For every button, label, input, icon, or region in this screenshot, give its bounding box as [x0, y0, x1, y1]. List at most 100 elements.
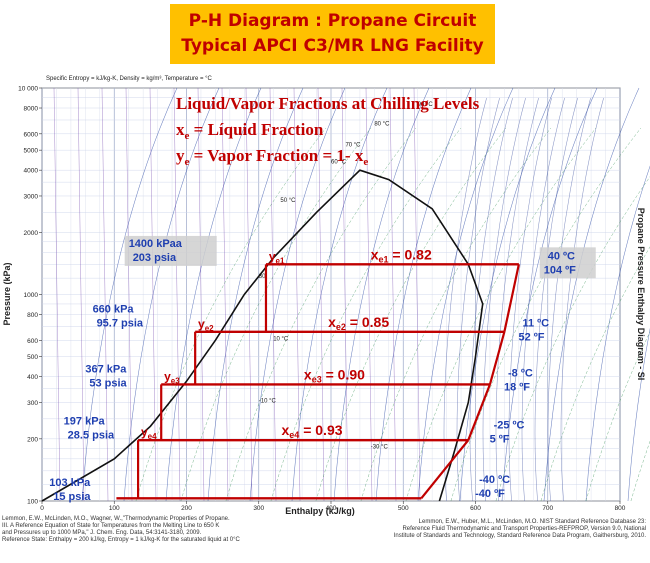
y-tick-label: 10 000 [18, 86, 38, 93]
temperature-label-c: -8 ºC [508, 368, 533, 380]
isotherm-vapor-line [482, 97, 526, 502]
pressure-label-psia: 15 psia [53, 491, 91, 503]
grid-lines [41, 87, 621, 502]
isotherm-liquid-line [221, 87, 229, 502]
source-right-line: Reference Fluid Thermodynamic and Transp… [402, 526, 646, 532]
pressure-label: 103 kPa [49, 477, 91, 489]
liquid-fraction-subscript: e2 [336, 322, 346, 332]
pressure-label: 660 kPa [93, 303, 135, 315]
liquid-fraction-label: xe3 = 0.90 [304, 366, 365, 384]
entropy-line [333, 87, 430, 502]
isotherm-vapor-line [456, 97, 500, 502]
entropy-line [501, 87, 598, 502]
isotherm-liquid-line [197, 87, 205, 502]
title-banner: P-H Diagram : Propane Circuit Typical AP… [170, 4, 495, 64]
isotherm-vapor-line [495, 97, 539, 502]
isotherm-liquid-line [293, 87, 301, 502]
density-line [585, 331, 650, 502]
source-left-line: Reference State: Enthalpy = 200 kJ/kg, E… [2, 537, 240, 543]
isotherm-liquid-line [317, 87, 325, 502]
entropy-line [81, 87, 178, 502]
y-tick-label: 8000 [24, 106, 39, 113]
liquid-fraction-symbol: x [282, 422, 290, 438]
y-tick-label: 3000 [24, 193, 39, 200]
ye-symbol: y [176, 146, 185, 165]
vapor-fraction-label: ye1 [269, 249, 285, 265]
isotherm-liquid-line [149, 87, 157, 502]
x-tick-label: 0 [40, 505, 44, 512]
axis-ticks: 1002003004005006008001000200030004000500… [18, 86, 626, 513]
temperature-label-c: 40 ºC [548, 250, 575, 262]
y-tick-label: 100 [27, 499, 38, 506]
isotherm-label: 50 °C [280, 198, 296, 204]
isotherm-label: -10 °C [259, 398, 277, 404]
isotherm-vapor-line [443, 97, 487, 502]
xe-subscript: e [185, 130, 190, 142]
liquid-fraction-label: xe1 = 0.82 [371, 246, 432, 264]
x-tick-label: 500 [398, 505, 409, 512]
isotherm-vapor-line [534, 97, 578, 502]
right-side-label: Propane Pressure Enthalpy Diagram - SI [636, 208, 646, 381]
isotherm-label: 90 °C [418, 102, 434, 108]
source-citation-right: Lemmon, E.W., Huber, M.L., McLinden, M.O… [318, 519, 646, 540]
entropy-line [375, 87, 472, 502]
source-citation-left: Lemmon, E.W., McLinden, M.O., Wagner, W.… [2, 516, 302, 544]
source-right-line: Lemmon, E.W., Huber, M.L., McLinden, M.O… [418, 519, 646, 525]
isotherm-label: 30 [259, 274, 266, 280]
ye-subscript: e [185, 156, 190, 168]
liquid-fraction-subscript: e4 [289, 430, 299, 440]
pressure-label: 367 kPa [85, 363, 127, 375]
isotherm-label: -30 °C [371, 444, 389, 450]
isotherm-vapor-line [521, 97, 565, 502]
entropy-line [417, 87, 514, 502]
x-tick-label: 800 [615, 505, 626, 512]
y-axis-label: Pressure (kPa) [2, 262, 12, 325]
x-axis-label: Enthalpy (kJ/kg) [285, 506, 355, 516]
entropy-line [585, 165, 650, 502]
pressure-label-psia: 95.7 psia [97, 317, 144, 329]
y-tick-label: 500 [27, 354, 38, 361]
isotherm-label: 60 °C [331, 160, 347, 166]
isotherm-label: 70 °C [345, 143, 361, 149]
overlay-ye-line: ye = Vapor Fraction = 1- xe [176, 146, 368, 168]
density-line [225, 127, 417, 502]
compression-line [467, 383, 491, 441]
xe-symbol: x [176, 120, 185, 139]
temperature-label-f: 18 ºF [504, 382, 530, 394]
density-line [540, 246, 650, 502]
vapor-fraction-label: ye2 [198, 317, 214, 333]
pressure-label: 197 kPa [64, 415, 106, 427]
isotherm-liquid-line [53, 87, 61, 502]
banner-title-line1: P-H Diagram : Propane Circuit [188, 11, 477, 31]
entropy-line [627, 327, 650, 502]
vapor-fraction-subscript: e1 [276, 256, 285, 265]
isotherm-liquid-line [245, 87, 253, 502]
liquid-fraction-value: = 0.85 [346, 314, 389, 330]
y-tick-label: 600 [27, 338, 38, 345]
liquid-fraction-value: = 0.90 [322, 366, 365, 382]
temperature-label-f: 104 ºF [544, 264, 576, 276]
isotherm-vapor-line [547, 97, 591, 502]
isotherm-liquid-line [125, 87, 133, 502]
entropy-line [165, 87, 262, 502]
density-line [630, 440, 650, 502]
saturation-dome [41, 169, 484, 502]
x-tick-label: 200 [181, 505, 192, 512]
isotherm-liquid-line [173, 87, 181, 502]
temperature-label-c: 11 ºC [522, 317, 549, 329]
ph-diagram: 90 °C 80 °C 70 °C 60 °C 50 °C 30 10 °C -10 °C -3… [2, 76, 650, 516]
density-line [270, 127, 462, 502]
isotherm-label: 10 °C [273, 336, 289, 342]
isotherm-vapor-line [560, 97, 604, 502]
ye-definition: = Vapor Fraction = 1- x [189, 146, 363, 165]
entropy-line [123, 87, 220, 502]
overlay-title: Liquid/Vapor Fractions at Chilling Level… [176, 94, 480, 113]
temperature-label-box [539, 247, 596, 279]
vapor-fraction-symbol: y [269, 249, 276, 263]
pressure-label-psia: 53 psia [89, 377, 127, 389]
overlay-xe-line: xe = Líquid Fraction [176, 120, 324, 142]
density-line [405, 127, 597, 502]
liquid-fraction-subscript: e1 [379, 254, 389, 264]
y-tick-label: 800 [27, 312, 38, 319]
entropy-line [207, 87, 304, 502]
